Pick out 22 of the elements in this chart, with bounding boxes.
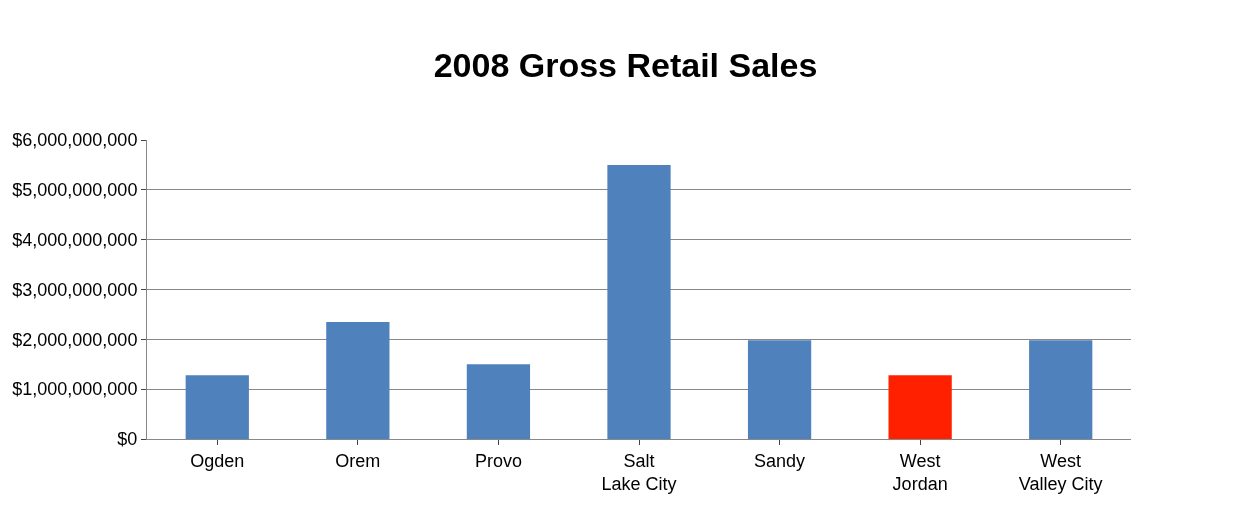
chart-title: 2008 Gross Retail Sales — [433, 45, 818, 84]
bar — [466, 364, 531, 439]
x-tick-label: West Jordan — [892, 450, 948, 494]
bar — [747, 340, 812, 439]
y-tick-label: $0 — [117, 429, 138, 450]
x-tick-label: Salt Lake City — [601, 450, 677, 494]
bar — [326, 321, 390, 439]
y-tick-label: $2,000,000,000 — [12, 329, 138, 350]
x-tick-label: Provo — [474, 450, 522, 471]
x-tick-label: Sandy — [754, 450, 806, 471]
bar — [1029, 340, 1093, 439]
y-tick-label: $5,000,000,000 — [12, 180, 138, 201]
bar — [185, 375, 249, 439]
y-tick-label: $1,000,000,000 — [12, 379, 138, 400]
bar — [888, 375, 952, 439]
x-tick-label: Orem — [335, 450, 381, 471]
x-tick-label: Ogden — [190, 450, 245, 471]
y-tick-label: $4,000,000,000 — [12, 229, 138, 250]
y-tick-label: $6,000,000,000 — [12, 130, 138, 151]
y-tick-label: $3,000,000,000 — [12, 279, 138, 300]
x-tick-label: West Valley City — [1018, 450, 1103, 494]
bar — [607, 164, 671, 439]
